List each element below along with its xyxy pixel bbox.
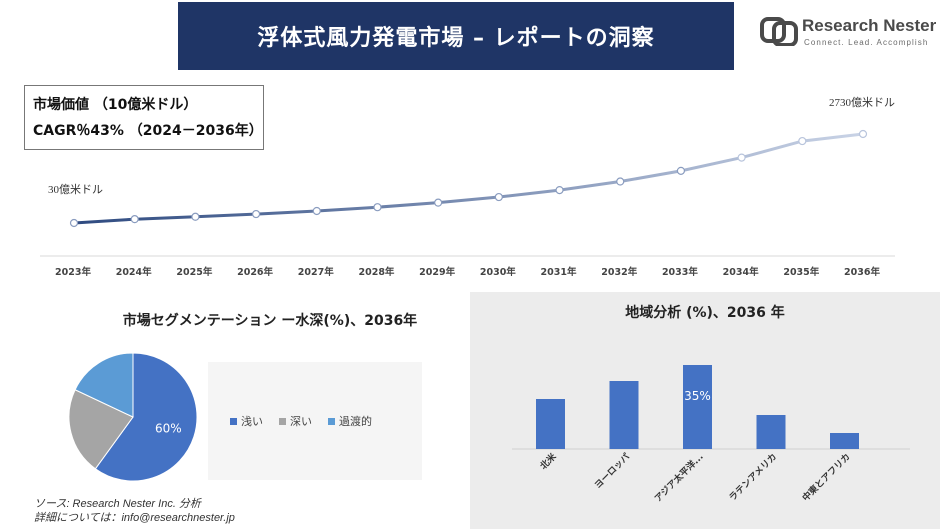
line-point-6 bbox=[434, 198, 443, 207]
bar-category-label-1: ヨーロッパ bbox=[592, 451, 632, 491]
legend-item-1: 深い bbox=[279, 413, 312, 429]
line-point-8 bbox=[555, 186, 564, 195]
line-point-3 bbox=[251, 209, 261, 219]
line-point-5 bbox=[373, 203, 382, 212]
legend-swatch-0 bbox=[230, 417, 237, 425]
pie-data-label-0: 60% bbox=[155, 421, 182, 435]
company-logo: Research Nester Connect. Lead. Accomplis… bbox=[760, 14, 937, 54]
market-info-box: 市場価値 （10億米ドル） CAGR％43% （2024－2036年） bbox=[24, 85, 264, 150]
contact-line: 詳細については：info@researchnester.jp bbox=[34, 512, 235, 524]
bar-4 bbox=[830, 433, 859, 449]
logo-mark-icon bbox=[760, 17, 798, 46]
line-point-10 bbox=[676, 166, 686, 175]
line-point-12 bbox=[798, 136, 807, 146]
legend-swatch-1 bbox=[279, 417, 286, 425]
source-note: ソース: Research Nester Inc. 分析 詳細については：inf… bbox=[34, 497, 235, 525]
segmentation-chart-title: 市場セグメンテーション ー水深(%)、2036年 bbox=[122, 313, 418, 329]
legend-label-0: 浅い bbox=[241, 415, 263, 428]
x-tick-label-3: 2026年 bbox=[237, 266, 273, 278]
depth-segmentation-pie: 60% bbox=[68, 352, 198, 482]
bar-category-label-0: 北米 bbox=[537, 450, 559, 472]
logo-name: Research Nester bbox=[802, 16, 937, 35]
legend-swatch-2 bbox=[328, 417, 335, 425]
bar-0 bbox=[536, 399, 565, 449]
source-line: ソース: Research Nester Inc. 分析 bbox=[34, 498, 201, 510]
page-title-text: 浮体式風力発電市場 – レポートの洞察 bbox=[257, 26, 655, 51]
x-tick-label-8: 2031年 bbox=[541, 266, 577, 278]
line-point-13 bbox=[858, 129, 868, 139]
bar-1 bbox=[609, 381, 639, 449]
line-point-9 bbox=[616, 177, 625, 186]
line-point-0 bbox=[69, 218, 79, 228]
x-tick-label-0: 2023年 bbox=[55, 266, 91, 278]
line-point-7 bbox=[494, 192, 503, 202]
bar-2 bbox=[683, 365, 712, 449]
bar-data-label-2: 35% bbox=[684, 389, 711, 403]
x-tick-label-4: 2027年 bbox=[298, 266, 334, 278]
bar-category-label-3: ラテンアメリカ bbox=[727, 451, 779, 503]
cagr-label: CAGR％43% （2024－2036年） bbox=[33, 123, 263, 139]
line-point-2 bbox=[191, 212, 200, 221]
x-tick-label-13: 2036年 bbox=[844, 266, 880, 278]
x-tick-label-5: 2028年 bbox=[358, 266, 394, 278]
market-growth-line-chart: 2023年 2024年 2025年 2026年 2027年 2028年 2029年 2030年… bbox=[40, 96, 895, 278]
bar-category-label-2: アジア太平洋... bbox=[652, 451, 706, 505]
line-point-1 bbox=[130, 215, 139, 224]
pie-legend: 浅い 深い 過渡的 bbox=[230, 413, 372, 429]
legend-label-2: 過渡的 bbox=[339, 415, 372, 428]
growth-series-line bbox=[73, 132, 864, 225]
x-tick-label-10: 2033年 bbox=[662, 266, 698, 278]
x-tick-label-2: 2025年 bbox=[176, 266, 212, 278]
pie-legend-panel: 浅い 深い 過渡的 bbox=[208, 362, 422, 480]
bar-3 bbox=[756, 415, 786, 449]
start-value-label: 30億米ドル bbox=[48, 183, 103, 196]
x-tick-label-7: 2030年 bbox=[480, 266, 516, 278]
logo-tagline: Connect. Lead. Accomplish bbox=[804, 38, 929, 47]
x-tick-label-1: 2024年 bbox=[116, 266, 152, 278]
line-point-11 bbox=[737, 153, 746, 162]
legend-item-2: 過渡的 bbox=[328, 413, 372, 429]
page-title: 浮体式風力発電市場 – レポートの洞察 bbox=[178, 2, 734, 70]
x-tick-label-11: 2034年 bbox=[723, 266, 759, 278]
x-tick-label-9: 2032年 bbox=[601, 266, 637, 278]
regional-bar-chart: 北米 ヨーロッパ 35% アジア太平洋... ラテンアメリカ 中東とアフリカ bbox=[512, 365, 910, 505]
x-tick-label-12: 2035年 bbox=[783, 266, 819, 278]
legend-label-1: 深い bbox=[290, 415, 312, 428]
pie-slice-2 bbox=[74, 352, 134, 418]
market-value-label: 市場価値 （10億米ドル） bbox=[33, 97, 198, 113]
regional-chart-title: 地域分析 (%)、2036 年 bbox=[625, 305, 785, 321]
legend-item-0: 浅い bbox=[230, 413, 263, 429]
bar-category-label-4: 中東とアフリカ bbox=[800, 451, 853, 504]
x-tick-label-6: 2029年 bbox=[419, 266, 455, 278]
end-value-label: 2730億米ドル bbox=[829, 96, 895, 109]
pie-slice-0 bbox=[94, 352, 198, 482]
line-point-4 bbox=[312, 206, 321, 216]
